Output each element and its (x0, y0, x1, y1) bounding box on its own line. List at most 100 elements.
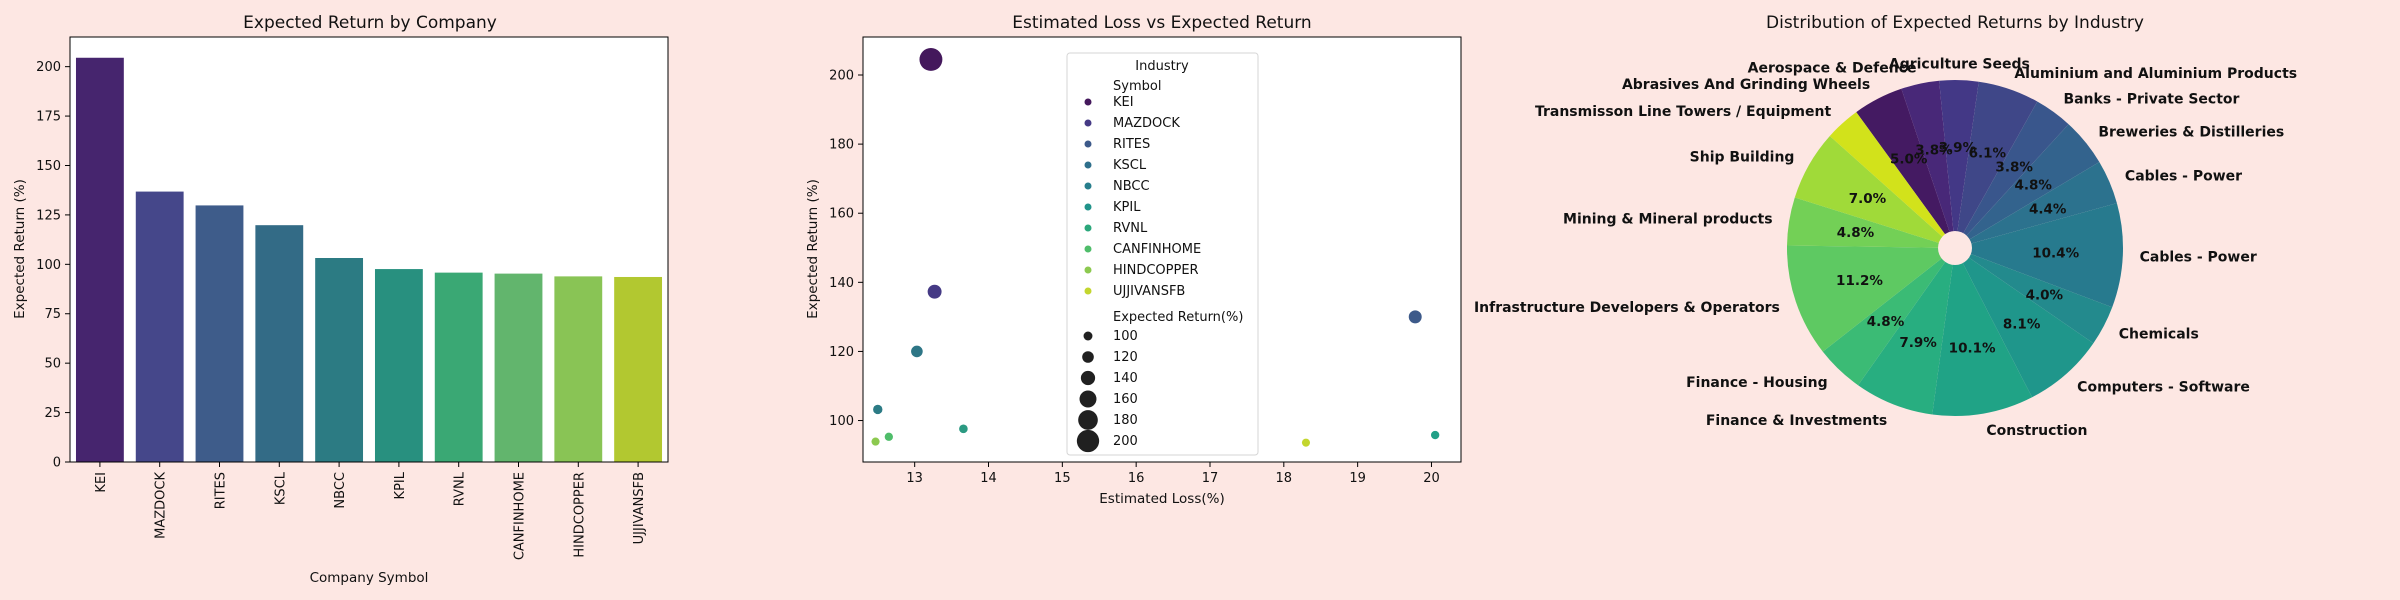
pie-percent-label: 10.1% (1949, 340, 1996, 356)
scatter-point-kpil (959, 424, 968, 434)
scatter-point-ujjivansfb (1301, 438, 1311, 447)
bar-chart-title: Expected Return by Company (243, 13, 497, 33)
legend-size-title: Expected Return(%) (1113, 310, 1243, 325)
pie-percent-label: 3.9% (1939, 140, 1977, 156)
pie-percent-label: 10.4% (2032, 246, 2079, 262)
legend-hue-marker (1084, 203, 1092, 211)
scatter-frame (862, 36, 1462, 463)
pie-percent-labels: 5.0%3.8%3.9%6.1%3.8%4.8%4.4%10.4%4.0%8.1… (1836, 140, 2080, 356)
scatter-x-tick-label: 20 (1423, 471, 1440, 486)
legend-hue-marker (1084, 182, 1092, 190)
scatter-x-tick-label: 19 (1349, 471, 1366, 486)
pie-percent-label: 4.4% (2029, 201, 2067, 217)
pie-percent-label: 4.8% (2014, 177, 2052, 193)
legend-hue-marker (1084, 287, 1092, 295)
legend-size-entries: 100 120 140 160 180 200 (1076, 329, 1138, 453)
legend-size-marker (1076, 429, 1100, 453)
bar-x-axis: KEI MAZDOCK RITES KSCL NBCC KPIL RVNL CANFINHOM… (94, 462, 647, 560)
scatter-x-axis-title: Estimated Loss(%) (1099, 491, 1224, 507)
pie-slice-10 (1932, 248, 2033, 416)
legend-size-label: 100 (1113, 329, 1138, 344)
scatter-point-nbcc (873, 404, 883, 415)
bar-hindcopper (554, 276, 603, 462)
pie-chart-panel: Distribution of Expected Returns by Indu… (1474, 13, 2297, 439)
legend-size-label: 180 (1113, 413, 1138, 428)
bar-x-tick-label: KSCL (273, 471, 288, 505)
pie-slice-14 (1787, 197, 1955, 248)
scatter-y-tick-label: 180 (829, 138, 854, 153)
pie-center-hole (1938, 231, 1972, 265)
bar-y-tick-label: 175 (36, 110, 61, 125)
bar-x-tick-label: NBCC (333, 472, 348, 509)
pie-category-label: Aluminium and Aluminium Products (2014, 66, 2297, 82)
pie-category-label: Abrasives And Grinding Wheels (1622, 77, 1870, 93)
pie-category-label: Cables - Power (2125, 168, 2242, 184)
pie-slice-4 (1955, 101, 2069, 248)
scatter-x-tick-label: 16 (1128, 471, 1145, 486)
bar-y-tick-label: 200 (36, 60, 61, 75)
bar-rvnl (434, 272, 483, 462)
scatter-point-mazdock (927, 284, 942, 299)
pie-category-label: Mining & Mineral products (1563, 212, 1773, 228)
pie-category-label: Computers - Software (2077, 380, 2250, 396)
pie-percent-label: 7.0% (1849, 191, 1887, 207)
pie-percent-label: 6.1% (1969, 146, 2007, 162)
bar-y-axis-title: Expected Return (%) (12, 179, 28, 319)
scatter-chart-title: Estimated Loss vs Expected Return (1012, 13, 1311, 33)
pie-slice-1 (1901, 80, 1955, 249)
scatter-point-kei (919, 47, 943, 71)
pie-category-label: Finance - Housing (1686, 375, 1828, 391)
scatter-x-tick-label: 17 (1202, 471, 1219, 486)
legend-size-marker (1083, 331, 1093, 341)
legend-hue-label: MAZDOCK (1113, 116, 1180, 131)
legend-box (1066, 52, 1259, 456)
bar-chart-panel: Expected Return by Company 0 25 50 75 100 125… (12, 13, 669, 586)
pie-slice-8 (1955, 248, 2113, 344)
pie-slice-16 (1829, 112, 1955, 248)
bar-y-tick-label: 125 (36, 208, 61, 223)
bar-x-tick-label: RITES (214, 472, 229, 509)
pie-percent-label: 3.8% (1915, 142, 1953, 158)
pie-percent-label: 3.8% (1995, 159, 2033, 175)
scatter-x-tick-label: 13 (906, 471, 923, 486)
legend-hue-label: KEI (1113, 95, 1134, 110)
legend-hue-marker (1084, 98, 1092, 106)
pie-category-label: Agriculture Seeds (1889, 56, 2030, 72)
legend-hue-marker (1084, 119, 1092, 127)
scatter-y-tick-label: 160 (829, 207, 854, 222)
bar-x-tick-label: MAZDOCK (154, 472, 169, 539)
bar-rites (195, 205, 244, 462)
scatter-x-tick-label: 14 (980, 471, 997, 486)
pie-percent-label: 4.8% (1837, 225, 1875, 241)
pie-category-label: Ship Building (1690, 150, 1795, 166)
legend-hue-label: KSCL (1113, 158, 1147, 173)
bar-canfinhome (494, 273, 543, 462)
legend-hue-label: HINDCOPPER (1113, 263, 1199, 278)
bar-x-tick-label: KPIL (393, 471, 408, 499)
legend-size-marker (1078, 410, 1098, 430)
pie-slice-2 (1939, 79, 1979, 248)
legend-size-marker (1082, 351, 1094, 363)
scatter-point-canfinhome (884, 432, 893, 441)
pie-slice-0 (1856, 88, 1955, 248)
pie-slice-5 (1955, 124, 2100, 248)
scatter-chart-panel: Estimated Loss vs Expected Return 13 14 15… (805, 13, 1462, 507)
bar-x-tick-label: UJJIVANSFB (632, 472, 647, 544)
bar-y-tick-label: 75 (44, 307, 61, 322)
legend-hue-label: UJJIVANSFB (1113, 284, 1185, 299)
pie-category-label: Cables - Power (2140, 249, 2257, 265)
pie-slice-6 (1955, 162, 2117, 248)
pie-slice-3 (1955, 81, 2038, 249)
pie-percent-label: 4.0% (2026, 288, 2064, 304)
legend-size-label: 200 (1113, 434, 1138, 449)
scatter-x-axis: 13 14 15 16 17 18 19 20 (906, 462, 1440, 486)
bar-y-tick-label: 0 (53, 456, 61, 471)
pie-percent-label: 8.1% (2003, 317, 2041, 333)
scatter-y-tick-label: 140 (829, 276, 854, 291)
legend-size-marker (1079, 390, 1097, 408)
bar-y-axis: 0 25 50 75 100 125 150 175 200 (36, 60, 70, 471)
scatter-series (871, 47, 1440, 447)
pie-percent-label: 4.8% (1867, 314, 1905, 330)
bar-x-tick-label: CANFINHOME (513, 472, 528, 560)
